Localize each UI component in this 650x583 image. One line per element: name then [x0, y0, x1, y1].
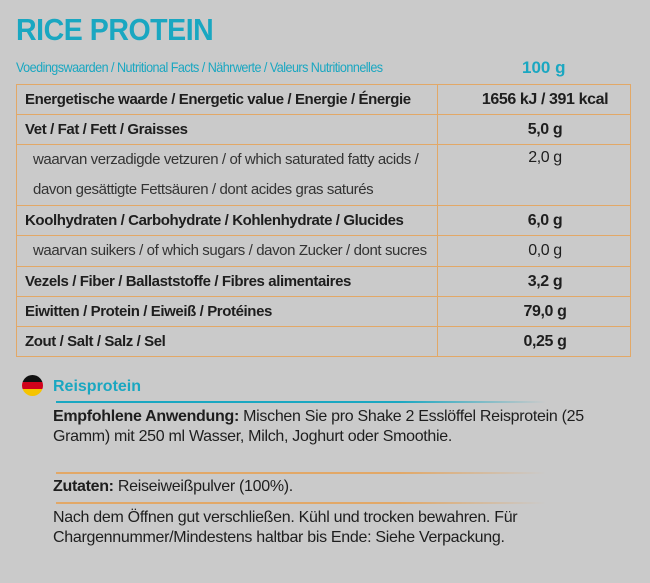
row-label-line: waarvan verzadigde vetzuren / of which s…	[33, 151, 419, 168]
row-label: Vet / Fat / Fett / Graisses	[16, 114, 438, 145]
usage-label: Empfohlene Anwendung:	[53, 408, 239, 425]
row-label-line: davon gesättigte Fettsäuren / dont acide…	[33, 181, 374, 198]
row-label: Koolhydraten / Carbohydrate / Kohlenhydr…	[16, 205, 438, 236]
table-row: waarvan verzadigde vetzuren / of which s…	[16, 144, 631, 206]
ingredients-text: Reiseiweißpulver (100%).	[113, 478, 293, 495]
row-label: Vezels / Fiber / Ballaststoffe / Fibres …	[16, 266, 438, 297]
row-value: 6,0 g	[437, 205, 631, 236]
row-label: Energetische waarde / Energetic value / …	[16, 84, 438, 115]
row-value: 3,2 g	[437, 266, 631, 297]
product-title: RICE PROTEIN	[16, 12, 214, 47]
table-row: Energetische waarde / Energetic value / …	[16, 84, 631, 115]
row-label: Eiwitten / Protein / Eiweiß / Protéines	[16, 296, 438, 327]
storage-text: Nach dem Öffnen gut verschließen. Kühl u…	[53, 509, 518, 546]
per-amount: 100 g	[522, 58, 566, 77]
row-value: 2,0 g	[437, 144, 631, 206]
row-value: 0,0 g	[437, 235, 631, 267]
nutrition-table: Energetische waarde / Energetic value / …	[16, 84, 631, 357]
row-label: waarvan verzadigde vetzuren / of which s…	[16, 144, 438, 206]
divider	[56, 502, 546, 504]
table-row: waarvan suikers / of which sugars / davo…	[16, 235, 631, 267]
germany-flag-icon	[22, 375, 43, 396]
usage-paragraph: Empfohlene Anwendung: Mischen Sie pro Sh…	[53, 407, 613, 447]
divider	[56, 472, 546, 474]
table-row: Koolhydraten / Carbohydrate / Kohlenhydr…	[16, 205, 631, 236]
table-row: Vet / Fat / Fett / Graisses 5,0 g	[16, 114, 631, 145]
table-row: Vezels / Fiber / Ballaststoffe / Fibres …	[16, 266, 631, 297]
row-value: 79,0 g	[437, 296, 631, 327]
nutrition-subtitle: Voedingswaarden / Nutritional Facts / Nä…	[16, 59, 383, 75]
table-row: Zout / Salt / Salz / Sel 0,25 g	[16, 326, 631, 357]
language-heading: Reisprotein	[53, 378, 142, 395]
usage-text: Mischen Sie pro Shake 2 Esslöffel Reispr…	[53, 408, 584, 445]
table-row: Eiwitten / Protein / Eiweiß / Protéines 7…	[16, 296, 631, 327]
row-value: 5,0 g	[437, 114, 631, 145]
row-label: waarvan suikers / of which sugars / davo…	[16, 235, 438, 267]
ingredients-label: Zutaten:	[53, 478, 114, 495]
row-label: Zout / Salt / Salz / Sel	[16, 326, 438, 357]
ingredients-paragraph: Zutaten: Reiseiweißpulver (100%).	[53, 477, 613, 497]
divider	[56, 401, 546, 403]
row-value: 0,25 g	[437, 326, 631, 357]
row-value: 1656 kJ / 391 kcal	[437, 84, 631, 115]
